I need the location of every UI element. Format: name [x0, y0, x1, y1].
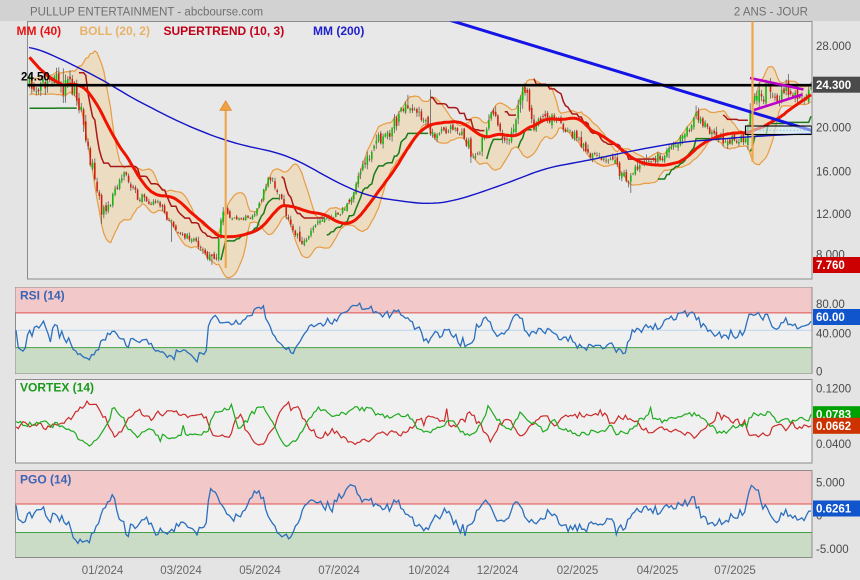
svg-text:BOLL (20, 2): BOLL (20, 2)	[80, 24, 150, 38]
svg-text:5.000: 5.000	[816, 478, 845, 490]
svg-text:0.0400: 0.0400	[816, 439, 851, 451]
svg-text:20.000: 20.000	[816, 122, 851, 134]
svg-text:PGO (14): PGO (14)	[20, 473, 71, 487]
svg-text:16.000: 16.000	[816, 167, 851, 179]
svg-text:12/2024: 12/2024	[477, 565, 519, 577]
svg-text:MM (200): MM (200)	[313, 24, 364, 38]
svg-text:0: 0	[816, 367, 822, 379]
svg-text:02/2025: 02/2025	[557, 565, 599, 577]
svg-text:12.000: 12.000	[816, 209, 851, 221]
svg-text:2 ANS - JOUR: 2 ANS - JOUR	[734, 7, 808, 19]
svg-text:0.0662: 0.0662	[816, 421, 851, 433]
svg-text:10/2024: 10/2024	[408, 565, 450, 577]
svg-text:01/2024: 01/2024	[82, 565, 124, 577]
svg-text:03/2024: 03/2024	[160, 565, 202, 577]
svg-text:07/2024: 07/2024	[318, 565, 360, 577]
svg-text:05/2024: 05/2024	[239, 565, 281, 577]
svg-text:60.00: 60.00	[816, 312, 845, 324]
svg-text:-5.000: -5.000	[816, 544, 849, 556]
svg-text:24.50: 24.50	[21, 72, 50, 84]
svg-text:PULLUP ENTERTAINMENT - abcbour: PULLUP ENTERTAINMENT - abcbourse.com	[30, 7, 263, 19]
svg-text:28.000: 28.000	[816, 41, 851, 53]
svg-text:7.760: 7.760	[816, 260, 845, 272]
svg-text:0.6261: 0.6261	[816, 504, 852, 516]
svg-text:MM (40): MM (40)	[17, 24, 62, 38]
svg-text:VORTEX (14): VORTEX (14)	[20, 381, 94, 395]
svg-text:80.00: 80.00	[816, 299, 845, 311]
svg-text:40.000: 40.000	[816, 329, 851, 341]
svg-text:SUPERTREND (10, 3): SUPERTREND (10, 3)	[164, 24, 285, 38]
svg-text:RSI (14): RSI (14)	[20, 289, 65, 303]
svg-text:0.1200: 0.1200	[816, 384, 851, 396]
svg-text:24.300: 24.300	[816, 80, 851, 92]
svg-text:04/2025: 04/2025	[637, 565, 679, 577]
svg-text:07/2025: 07/2025	[714, 565, 756, 577]
